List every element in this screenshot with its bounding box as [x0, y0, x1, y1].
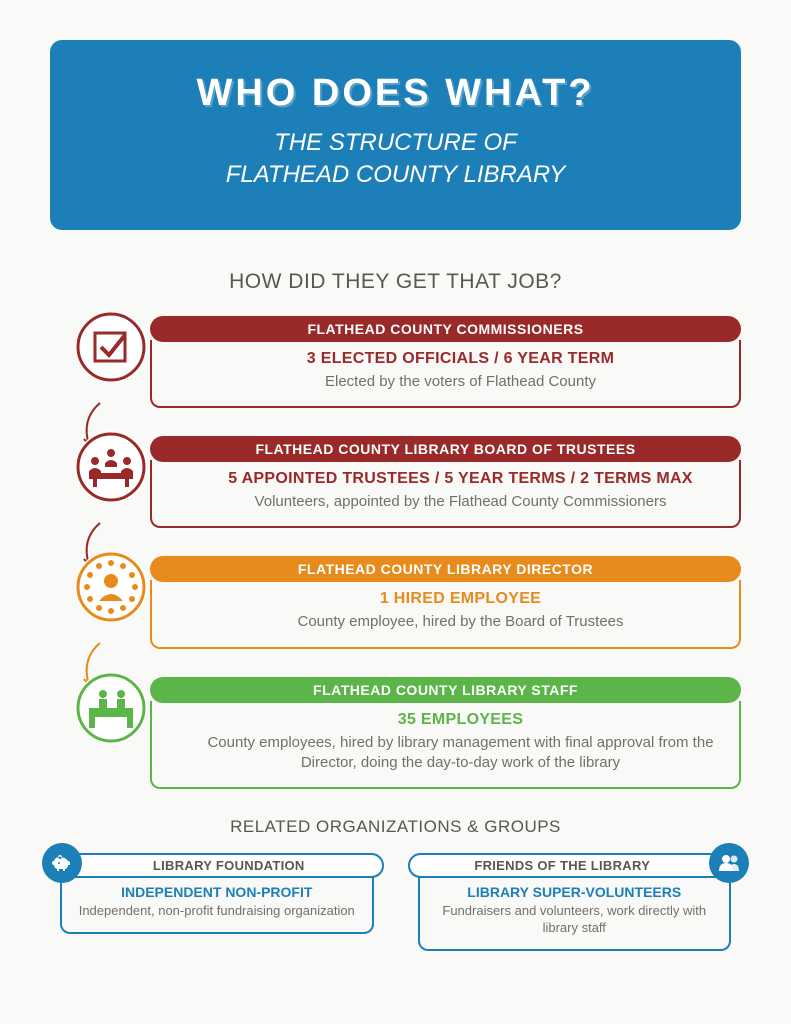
role-staff: FLATHEAD COUNTY LIBRARY STAFF 35 EMPLOYE… — [110, 677, 741, 790]
related-desc: Fundraisers and volunteers, work directl… — [436, 903, 714, 937]
role-body: 5 APPOINTED TRUSTEES / 5 YEAR TERMS / 2 … — [150, 460, 741, 528]
role-desc: Elected by the voters of Flathead County — [202, 372, 719, 392]
related-foundation: $ LIBRARY FOUNDATION INDEPENDENT NON-PRO… — [50, 853, 384, 951]
role-stat: 3 ELECTED OFFICIALS / 6 YEAR TERM — [202, 350, 719, 368]
header-panel: WHO DOES WHAT? THE STRUCTURE OF FLATHEAD… — [50, 40, 741, 230]
section1-heading: HOW DID THEY GET THAT JOB? — [50, 270, 741, 294]
role-desc: County employees, hired by library manag… — [202, 733, 719, 774]
role-stat: 35 EMPLOYEES — [202, 711, 719, 729]
piggy-icon: $ — [42, 843, 82, 883]
role-body: 1 HIRED EMPLOYEE County employee, hired … — [150, 580, 741, 648]
role-pill: FLATHEAD COUNTY COMMISSIONERS — [150, 316, 741, 342]
role-pill: FLATHEAD COUNTY LIBRARY BOARD OF TRUSTEE… — [150, 436, 741, 462]
hierarchy-container: FLATHEAD COUNTY COMMISSIONERS 3 ELECTED … — [50, 316, 741, 789]
role-stat: 5 APPOINTED TRUSTEES / 5 YEAR TERMS / 2 … — [202, 470, 719, 488]
related-body: LIBRARY SUPER-VOLUNTEERS Fundraisers and… — [418, 876, 732, 951]
related-stat: INDEPENDENT NON-PROFIT — [78, 884, 356, 900]
director-icon — [75, 551, 147, 623]
related-pill: LIBRARY FOUNDATION — [50, 853, 384, 878]
role-pill: FLATHEAD COUNTY LIBRARY STAFF — [150, 677, 741, 703]
role-commissioners: FLATHEAD COUNTY COMMISSIONERS 3 ELECTED … — [110, 316, 741, 408]
role-trustees: FLATHEAD COUNTY LIBRARY BOARD OF TRUSTEE… — [110, 436, 741, 528]
role-body: 35 EMPLOYEES County employees, hired by … — [150, 701, 741, 790]
subtitle: THE STRUCTURE OF FLATHEAD COUNTY LIBRARY — [90, 127, 701, 192]
role-pill: FLATHEAD COUNTY LIBRARY DIRECTOR — [150, 556, 741, 582]
subtitle-line1: THE STRUCTURE OF — [274, 129, 517, 156]
people-icon — [709, 843, 749, 883]
related-stat: LIBRARY SUPER-VOLUNTEERS — [436, 884, 714, 900]
related-desc: Independent, non-profit fundraising orga… — [78, 903, 356, 920]
checkbox-icon — [75, 311, 147, 383]
related-row: $ LIBRARY FOUNDATION INDEPENDENT NON-PRO… — [50, 853, 741, 951]
role-stat: 1 HIRED EMPLOYEE — [202, 590, 719, 608]
section2-heading: RELATED ORGANIZATIONS & GROUPS — [50, 817, 741, 837]
role-body: 3 ELECTED OFFICIALS / 6 YEAR TERM Electe… — [150, 340, 741, 408]
desk-icon — [75, 672, 147, 744]
main-title: WHO DOES WHAT? — [90, 72, 701, 115]
role-desc: Volunteers, appointed by the Flathead Co… — [202, 492, 719, 512]
subtitle-line2: FLATHEAD COUNTY LIBRARY — [226, 161, 566, 188]
board-icon — [75, 431, 147, 503]
role-director: FLATHEAD COUNTY LIBRARY DIRECTOR 1 HIRED… — [110, 556, 741, 648]
role-desc: County employee, hired by the Board of T… — [202, 612, 719, 632]
related-pill: FRIENDS OF THE LIBRARY — [408, 853, 742, 878]
related-friends: FRIENDS OF THE LIBRARY LIBRARY SUPER-VOL… — [408, 853, 742, 951]
related-body: INDEPENDENT NON-PROFIT Independent, non-… — [60, 876, 374, 934]
